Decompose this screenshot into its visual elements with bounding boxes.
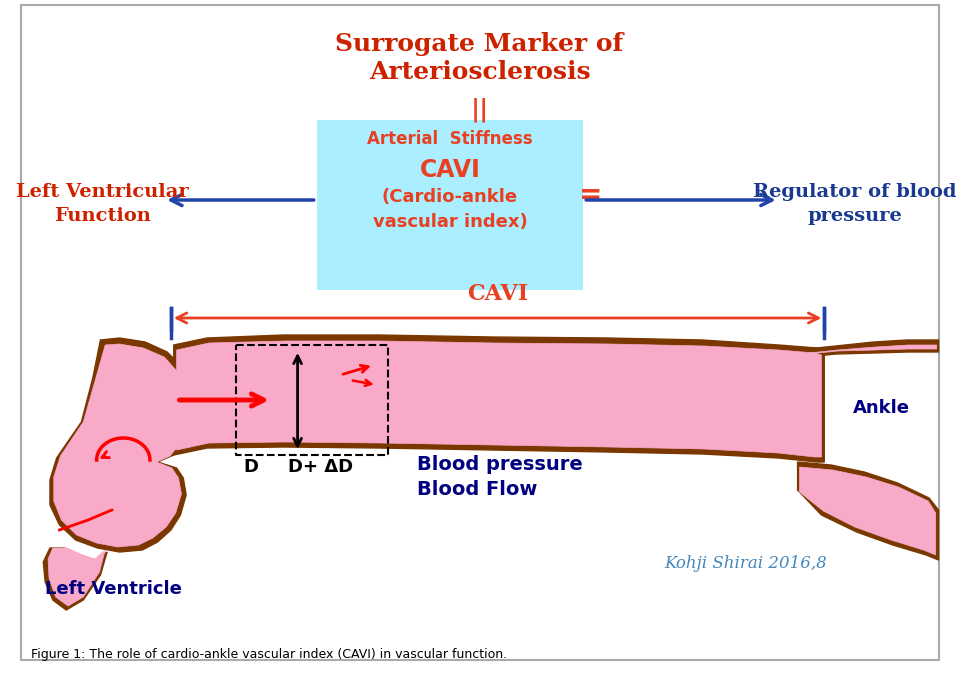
Text: Arterial  Stiffness: Arterial Stiffness <box>367 130 533 148</box>
Polygon shape <box>177 341 821 457</box>
Text: Surrogate Marker of: Surrogate Marker of <box>336 32 624 56</box>
Text: =: = <box>579 181 602 209</box>
Text: Function: Function <box>54 207 151 225</box>
Text: Kohji Shirai 2016,8: Kohji Shirai 2016,8 <box>665 555 827 572</box>
Text: Left Ventricular: Left Ventricular <box>16 183 189 201</box>
Text: Ankle: Ankle <box>853 399 910 417</box>
Text: ||: || <box>470 98 488 122</box>
Polygon shape <box>798 340 939 358</box>
Polygon shape <box>50 338 193 552</box>
Polygon shape <box>54 344 188 547</box>
Polygon shape <box>800 467 936 555</box>
Text: Figure 1: The role of cardio-ankle vascular index (CAVI) in vascular function.: Figure 1: The role of cardio-ankle vascu… <box>31 648 507 661</box>
Text: pressure: pressure <box>808 207 902 225</box>
Text: Arteriosclerosis: Arteriosclerosis <box>369 60 591 84</box>
Text: CAVI: CAVI <box>419 158 481 182</box>
Text: (Cardio-ankle: (Cardio-ankle <box>382 188 518 206</box>
FancyBboxPatch shape <box>21 5 939 660</box>
Text: CAVI: CAVI <box>467 283 528 305</box>
Polygon shape <box>174 335 824 462</box>
Text: Blood Flow: Blood Flow <box>416 480 537 499</box>
Text: Left Ventricle: Left Ventricle <box>45 580 182 598</box>
Text: D+ ΔD: D+ ΔD <box>288 458 353 476</box>
Text: Blood pressure: Blood pressure <box>416 455 583 474</box>
Text: D: D <box>243 458 258 476</box>
Text: Regulator of blood: Regulator of blood <box>753 183 956 201</box>
Text: vascular index): vascular index) <box>373 213 527 231</box>
Polygon shape <box>43 548 107 610</box>
Polygon shape <box>798 462 939 560</box>
Polygon shape <box>800 345 937 355</box>
Polygon shape <box>48 548 105 606</box>
FancyBboxPatch shape <box>316 120 583 290</box>
